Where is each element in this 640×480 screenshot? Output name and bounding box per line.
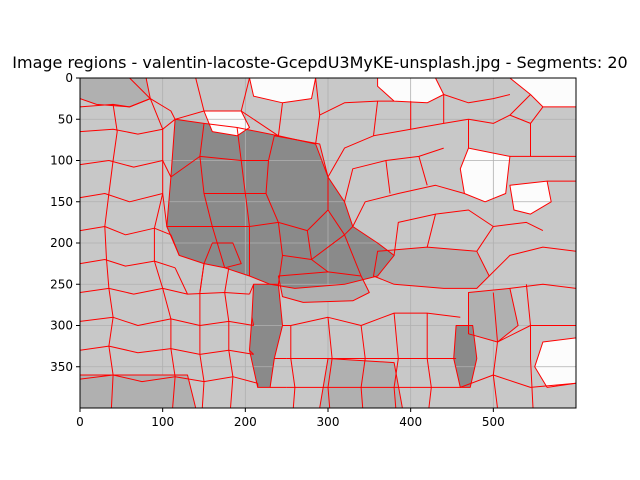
cell-boundary-28 [426, 209, 494, 248]
y-tick-label-5: 250 [50, 277, 73, 291]
cell-boundary-50 [162, 193, 168, 227]
region-mid_gray-6 [373, 247, 490, 289]
region-outline-0 [377, 78, 445, 104]
cell-boundary-33 [315, 100, 395, 145]
x-tick-label-0: 0 [76, 415, 84, 429]
region-outline-1 [249, 78, 317, 104]
cell-boundary-23 [286, 374, 576, 388]
cell-boundary-4 [80, 226, 172, 236]
cell-boundary-20 [525, 284, 534, 408]
cell-boundary-32 [327, 118, 469, 178]
cell-boundary-10 [104, 104, 118, 408]
dark-cell-boundary-3 [166, 221, 279, 227]
y-tick-label-1: 50 [58, 112, 73, 126]
cell-boundary-61 [249, 284, 255, 295]
region-white-15 [509, 78, 576, 107]
cell-boundary-62 [251, 317, 255, 326]
cell-boundary-21 [290, 312, 461, 326]
region-outline-14 [80, 374, 197, 408]
cell-boundary-13 [224, 267, 234, 408]
cell-boundary-19 [492, 292, 498, 408]
cell-boundary-47 [150, 98, 176, 120]
dark-cell-boundary-2 [170, 155, 269, 178]
cell-boundary-34 [443, 94, 511, 104]
cell-boundary-29 [393, 213, 436, 256]
segment-boundaries [80, 78, 576, 408]
cell-boundary-15 [327, 317, 333, 408]
region-outline-5 [534, 337, 576, 388]
region-dark_gray-9 [249, 284, 283, 388]
cell-boundary-18 [426, 313, 432, 408]
region-outline-16 [468, 287, 519, 343]
cell-boundary-24 [509, 283, 576, 289]
y-tick-label-0: 0 [65, 71, 73, 85]
region-white-16 [249, 78, 316, 103]
cell-boundary-16 [360, 325, 366, 408]
region-outline-6 [203, 110, 250, 137]
y-tick-label-7: 350 [50, 360, 73, 374]
x-tick-label-5: 500 [482, 415, 505, 429]
cell-boundary-63 [249, 349, 254, 355]
cell-boundary-5 [80, 259, 176, 269]
cell-boundary-27 [476, 221, 544, 252]
cell-boundary-48 [162, 118, 176, 130]
cell-boundary-30 [352, 184, 465, 227]
region-outline-11 [373, 246, 490, 289]
region-outline-15 [319, 358, 403, 408]
cell-boundary-51 [170, 234, 180, 256]
cell-boundary-58 [277, 102, 283, 136]
cell-boundary-11 [149, 98, 176, 408]
region-outline-2 [509, 78, 576, 108]
plot-area [80, 78, 576, 408]
region-outline-4 [509, 180, 552, 215]
region-dark_gray-8 [453, 325, 477, 388]
cell-boundary-52 [129, 78, 151, 99]
region-white-12 [534, 337, 576, 388]
cell-boundary-1 [80, 128, 163, 135]
x-tick-label-3: 300 [317, 415, 340, 429]
cell-boundary-25 [497, 325, 576, 343]
cell-boundary-60 [199, 263, 205, 293]
cell-boundary-14 [290, 325, 296, 408]
cell-boundary-49 [162, 160, 172, 178]
cell-boundary-57 [240, 110, 279, 137]
region-mid_gray-3 [80, 375, 196, 408]
dark-cell-boundary-8 [344, 234, 362, 277]
cell-boundary-2 [80, 160, 163, 168]
x-tick-label-4: 400 [399, 415, 422, 429]
y-tick-label-4: 200 [50, 236, 73, 250]
cell-boundary-54 [240, 78, 250, 112]
dark-cell-boundary-9 [282, 234, 345, 260]
cell-boundary-0 [80, 98, 151, 108]
cell-boundary-35 [468, 94, 531, 124]
x-axis: 0 100 200 300 400 500 [76, 408, 505, 429]
cell-boundary-53 [195, 78, 205, 112]
chart-title: Image regions - valentin-lacoste-GcepdU3… [12, 53, 627, 72]
region-outline-12 [277, 271, 370, 303]
region-dark_gray-10 [166, 119, 395, 289]
cell-boundary-3 [80, 193, 163, 203]
region-white-11 [204, 111, 250, 136]
cell-boundary-56 [174, 110, 205, 120]
dark-cell-boundary-10 [203, 242, 242, 269]
region-mid_gray-4 [80, 78, 151, 107]
y-axis: 0 50 100 150 200 250 300 350 [50, 71, 80, 374]
cell-boundary-43 [373, 101, 379, 136]
cell-boundary-41 [418, 156, 428, 186]
cell-boundary-55 [315, 78, 321, 116]
y-tick-label-3: 150 [50, 195, 73, 209]
region-white-13 [509, 181, 552, 215]
cell-boundary-17 [393, 313, 399, 408]
region-white-14 [460, 148, 510, 202]
cell-boundary-42 [385, 160, 391, 194]
cell-boundary-26 [488, 246, 576, 277]
y-tick-label-2: 100 [50, 154, 73, 168]
y-tick-label-6: 300 [50, 319, 73, 333]
x-tick-label-1: 100 [151, 415, 174, 429]
region-mid_gray-2 [319, 358, 403, 408]
cell-boundary-59 [174, 267, 188, 295]
x-tick-label-2: 200 [234, 415, 257, 429]
